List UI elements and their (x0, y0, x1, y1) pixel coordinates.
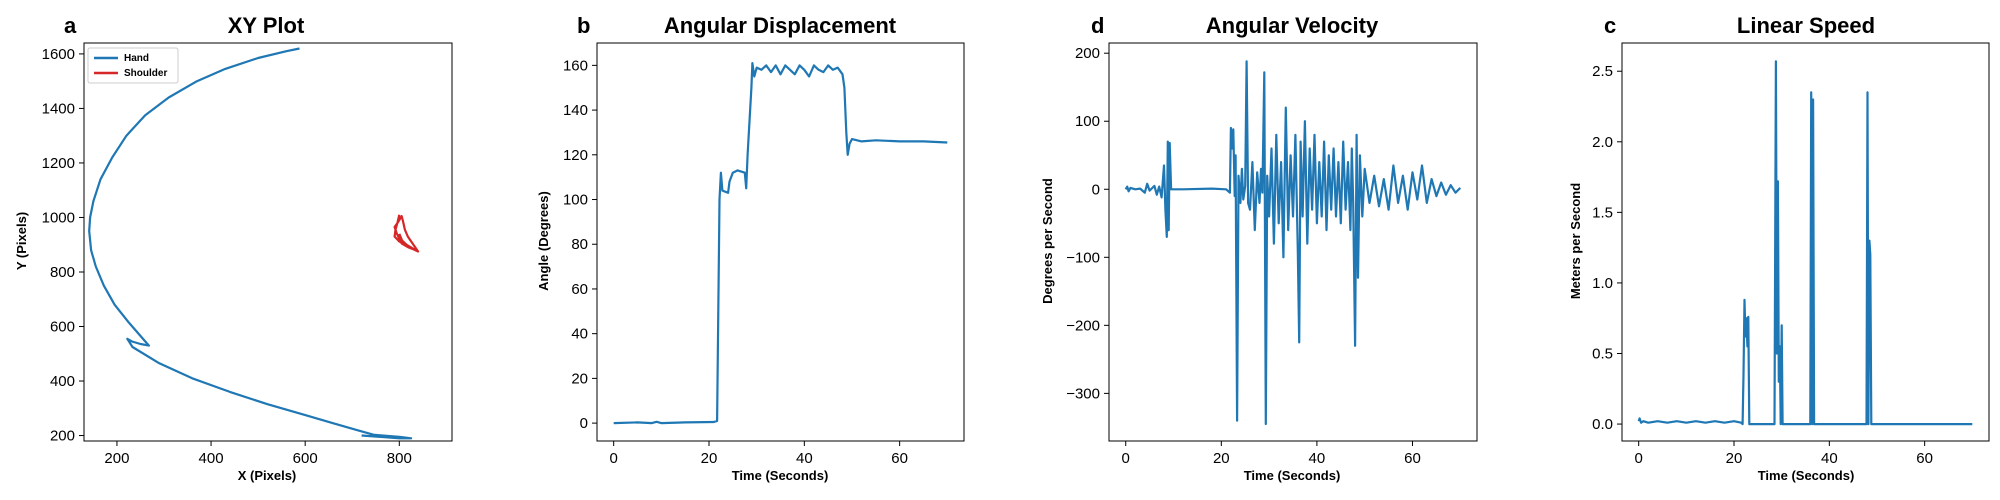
x-axis-label-angular-velocity: Time (Seconds) (1244, 468, 1341, 483)
x-axis-label-linear-speed: Time (Seconds) (1758, 468, 1855, 483)
y-tick-label: 1000 (42, 209, 75, 226)
axes-frame (1109, 43, 1477, 441)
plot-area-linear-speed: 0 20 40 60 0.0 0.5 1.0 1.5 2.0 2.5 (1592, 43, 1989, 467)
series-line-angle (614, 63, 948, 423)
legend-label-shoulder: Shoulder (124, 68, 167, 79)
y-tick-label: 140 (563, 102, 588, 119)
x-tick-label: 20 (1213, 450, 1230, 467)
y-axis-label-angular-velocity: Degrees per Second (1040, 178, 1055, 304)
y-tick-label: 1.5 (1592, 204, 1613, 221)
y-tick-label: 200 (50, 428, 75, 445)
x-tick-label: 200 (104, 450, 129, 467)
y-tick-label: −300 (1066, 385, 1100, 402)
x-tick-label: 20 (1726, 450, 1743, 467)
y-tick-label: −200 (1066, 317, 1100, 334)
y-tick-label: 0 (580, 415, 588, 432)
x-axis-label-angular-displacement: Time (Seconds) (732, 468, 829, 483)
x-tick-label: 800 (387, 450, 412, 467)
y-tick-label: 60 (571, 281, 588, 298)
y-tick-label: 0 (1092, 181, 1100, 198)
panel-letter-c: c (1604, 13, 1616, 38)
y-tick-label: 2.0 (1592, 134, 1613, 151)
y-tick-label: 40 (571, 326, 588, 343)
x-tick-label: 60 (891, 450, 908, 467)
x-tick-label: 40 (796, 450, 813, 467)
series-line-hand (89, 49, 411, 439)
x-tick-label: 400 (199, 450, 224, 467)
plot-area-angular-velocity: 0 20 40 60 −300 −200 −100 0 100 200 (1066, 43, 1477, 467)
y-axis-label-angular-displacement: Angle (Degrees) (536, 191, 551, 291)
y-tick-label: 100 (563, 192, 588, 209)
plot-area-xy: 200 400 600 800 200 400 600 800 1000 1200 1400 1600 (42, 43, 452, 467)
y-tick-label: 600 (50, 319, 75, 336)
y-tick-label: 100 (1075, 113, 1100, 130)
x-tick-label: 40 (1821, 450, 1838, 467)
y-tick-label: −100 (1066, 249, 1100, 266)
panel-angular-displacement: b Angular Displacement 0 20 40 60 0 20 40 60 80 1… (536, 13, 964, 483)
x-tick-label: 0 (1635, 450, 1643, 467)
y-axis-label-linear-speed: Meters per Second (1568, 183, 1583, 299)
x-tick-label: 600 (293, 450, 318, 467)
plot-area-angular-displacement: 0 20 40 60 0 20 40 60 80 100 120 140 160 (563, 43, 964, 467)
axes-frame (1622, 43, 1989, 441)
panel-letter-d: d (1091, 13, 1104, 38)
x-axis-label-xy: X (Pixels) (238, 468, 297, 483)
y-tick-label: 1200 (42, 155, 75, 172)
panel-xy-plot: a XY Plot 200 400 600 800 200 400 600 800 1000 12… (14, 13, 452, 483)
panel-letter-a: a (64, 13, 77, 38)
y-tick-label: 2.5 (1592, 63, 1613, 80)
panel-angular-velocity: d Angular Velocity 0 20 40 60 −300 −200 −100 0 1… (1040, 13, 1477, 483)
y-tick-label: 400 (50, 373, 75, 390)
axes-frame (84, 43, 452, 441)
x-tick-label: 40 (1309, 450, 1326, 467)
panel-title-linear-speed: Linear Speed (1737, 13, 1875, 38)
x-tick-label: 60 (1916, 450, 1933, 467)
x-tick-label: 0 (1122, 450, 1130, 467)
y-tick-label: 1400 (42, 100, 75, 117)
legend: Hand Shoulder (88, 48, 178, 83)
series-line-linear-speed (1639, 61, 1973, 424)
y-axis-label-xy: Y (Pixels) (14, 212, 29, 270)
y-tick-label: 120 (563, 147, 588, 164)
axes-frame (597, 43, 964, 441)
y-tick-label: 0.0 (1592, 416, 1613, 433)
series-line-angular-velocity (1126, 61, 1461, 424)
y-tick-label: 160 (563, 57, 588, 74)
panel-title-xy: XY Plot (228, 13, 305, 38)
panel-letter-b: b (577, 13, 590, 38)
panel-linear-speed: c Linear Speed 0 20 40 60 0.0 0.5 1.0 1.5 2.0 2.5… (1568, 13, 1989, 483)
panel-title-angular-velocity: Angular Velocity (1206, 13, 1379, 38)
y-tick-label: 800 (50, 264, 75, 281)
series-line-shoulder (395, 215, 419, 252)
y-tick-label: 1600 (42, 46, 75, 63)
y-tick-label: 1.0 (1592, 275, 1613, 292)
x-tick-label: 60 (1404, 450, 1421, 467)
legend-label-hand: Hand (124, 53, 149, 64)
x-tick-label: 0 (610, 450, 618, 467)
y-tick-label: 20 (571, 370, 588, 387)
y-tick-label: 0.5 (1592, 345, 1613, 362)
y-tick-label: 80 (571, 236, 588, 253)
y-tick-label: 200 (1075, 45, 1100, 62)
x-tick-label: 20 (701, 450, 718, 467)
panel-title-angular-displacement: Angular Displacement (664, 13, 897, 38)
